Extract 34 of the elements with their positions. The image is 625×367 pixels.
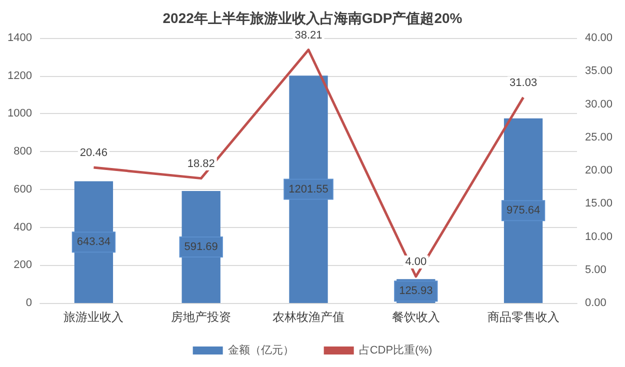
data-label: 38.21 — [294, 29, 322, 42]
y2-tick-label: 30.00 — [585, 98, 613, 110]
y2-tick-label: 15.00 — [585, 198, 613, 210]
data-label: 18.82 — [187, 158, 215, 170]
y2-tick-label: 20.00 — [585, 164, 613, 176]
x-tick-label: 旅游业收入 — [64, 310, 124, 324]
y2-tick-label: 10.00 — [585, 230, 613, 243]
y-tick-label: 400 — [14, 221, 32, 234]
data-label: 591.69 — [184, 241, 218, 253]
legend-label: 金额（亿元） — [228, 344, 294, 356]
y2-tick-label: 25.00 — [585, 131, 613, 144]
y2-tick-label: 0.00 — [585, 297, 606, 309]
y-tick-label: 800 — [14, 146, 32, 158]
y-tick-label: 1000 — [8, 108, 32, 120]
y2-tick-label: 40.00 — [585, 32, 613, 44]
x-tick-label: 餐饮收入 — [392, 310, 440, 324]
y-tick-label: 200 — [14, 259, 32, 272]
data-label: 975.64 — [506, 204, 540, 217]
data-label: 20.46 — [80, 146, 108, 159]
y2-tick-label: 5.00 — [585, 264, 606, 276]
data-label: 4.00 — [405, 256, 427, 268]
legend-label: 占CDP比重(%) — [358, 344, 432, 356]
y-tick-label: 600 — [14, 183, 32, 196]
y2-tick-label: 35.00 — [585, 65, 613, 78]
data-label: 31.03 — [510, 76, 538, 89]
chart-title: 2022年上半年旅游业收入占海南GDP产值超20% — [162, 10, 463, 26]
y-tick-label: 1400 — [8, 32, 32, 44]
x-tick-label: 房地产投资 — [171, 310, 232, 324]
x-tick-label: 商品零售收入 — [487, 310, 560, 324]
y-tick-label: 0 — [26, 297, 32, 309]
x-tick-label: 农林牧渔产值 — [272, 310, 344, 324]
data-label: 1201.55 — [288, 183, 328, 196]
y-tick-label: 1200 — [8, 70, 32, 82]
data-label: 643.34 — [76, 236, 111, 248]
